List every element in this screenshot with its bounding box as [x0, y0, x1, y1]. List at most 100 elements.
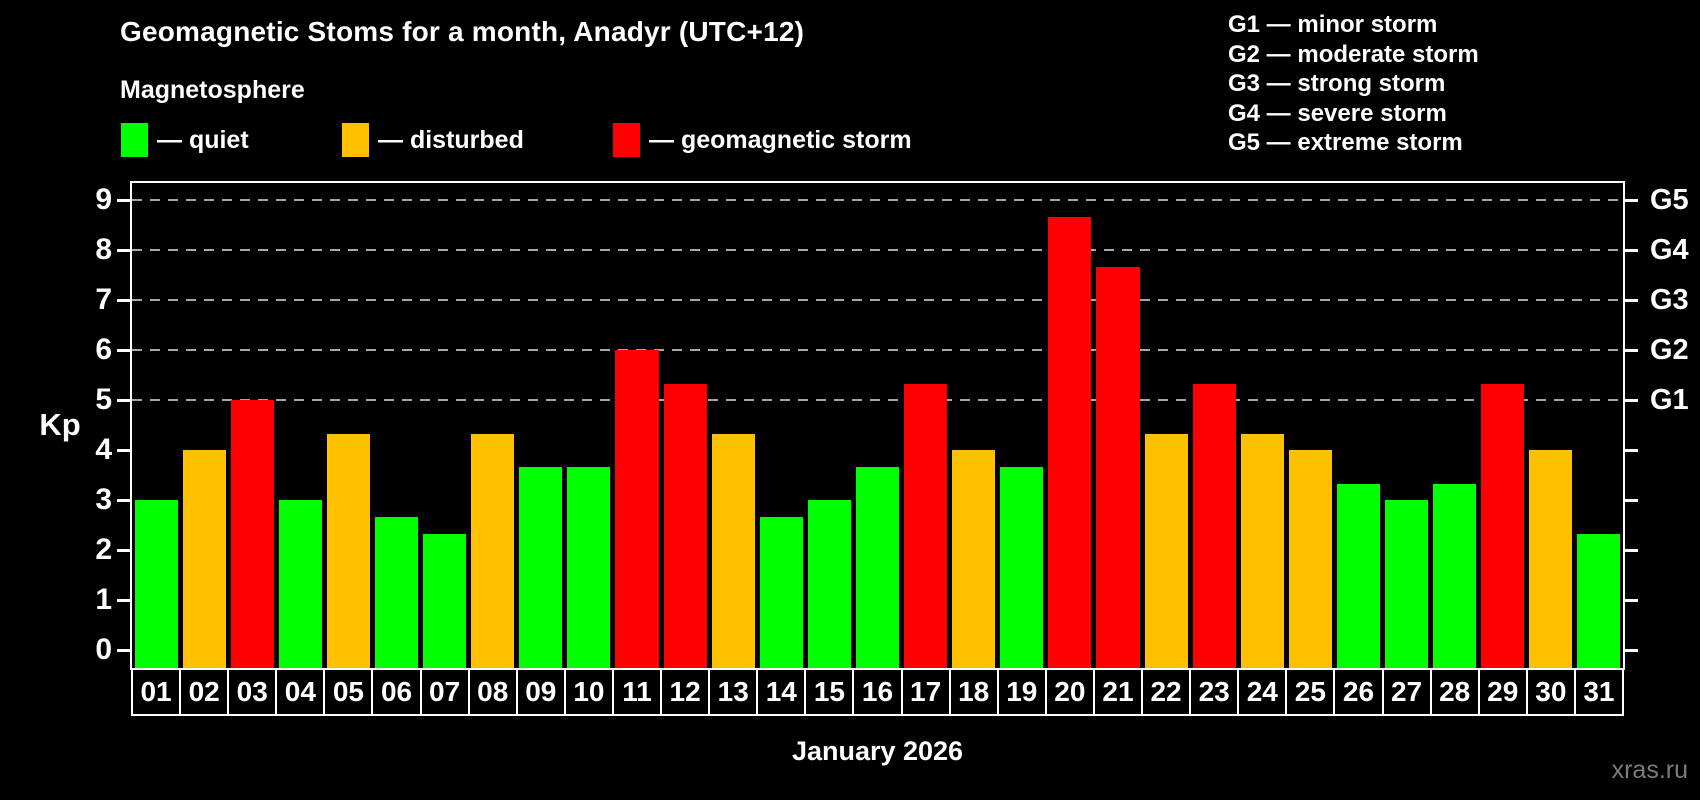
day-label-28: 28	[1429, 668, 1480, 716]
bar-day-17	[904, 383, 948, 668]
y-axis-tick-6	[117, 348, 130, 352]
right-axis-tick-5	[1625, 398, 1638, 402]
right-axis-tick-1	[1625, 598, 1638, 602]
y-axis-tick-label-5: 5	[95, 383, 112, 416]
y-axis-tick-label-6: 6	[95, 333, 112, 366]
day-label-31: 31	[1573, 668, 1624, 716]
day-label-21: 21	[1092, 668, 1144, 716]
day-label-20: 20	[1044, 668, 1095, 716]
legend-swatch-quiet	[121, 123, 148, 157]
day-label-02: 02	[179, 668, 230, 716]
y-axis-tick-label-1: 1	[95, 583, 112, 616]
gridline-kp-9	[132, 199, 1623, 201]
gridline-kp-7	[132, 299, 1623, 301]
bar-day-28	[1433, 483, 1477, 668]
bar-day-30	[1529, 450, 1573, 668]
day-label-26: 26	[1333, 668, 1384, 716]
bar-day-11	[615, 350, 659, 668]
day-label-13: 13	[708, 668, 759, 716]
bar-day-29	[1481, 383, 1525, 668]
bar-day-15	[807, 500, 851, 668]
bar-day-25	[1288, 450, 1332, 668]
bar-day-22	[1144, 433, 1188, 668]
bar-day-12	[663, 383, 707, 668]
right-axis-tick-4	[1625, 448, 1638, 452]
g5-legend-line: G5 — extreme storm	[1228, 129, 1463, 156]
bar-day-21	[1096, 266, 1140, 668]
right-axis-tick-0	[1625, 648, 1638, 652]
y-axis-tick-label-3: 3	[95, 483, 112, 516]
g3-legend-line: G3 — strong storm	[1228, 70, 1446, 97]
bar-day-10	[567, 466, 611, 668]
bar-day-18	[952, 450, 996, 668]
y-axis-tick-label-9: 9	[95, 183, 112, 216]
bar-day-06	[374, 516, 419, 668]
legend-label-storm: — geomagnetic storm	[649, 126, 912, 154]
bar-day-05	[326, 433, 370, 668]
bar-day-09	[519, 466, 563, 668]
y-axis-tick-8	[117, 248, 130, 252]
legend-label-disturbed: — disturbed	[378, 126, 524, 154]
bar-day-01	[134, 500, 178, 668]
right-axis-tick-9	[1625, 198, 1638, 202]
day-label-29: 29	[1477, 668, 1528, 716]
day-label-14: 14	[756, 668, 807, 716]
bar-day-04	[278, 500, 322, 668]
y-axis-tick-label-7: 7	[95, 283, 112, 316]
gridline-kp-6	[132, 349, 1623, 351]
bar-day-02	[182, 450, 226, 668]
day-label-11: 11	[611, 668, 663, 716]
y-axis-tick-label-8: 8	[95, 233, 112, 266]
bar-day-24	[1240, 433, 1284, 668]
legend-swatch-storm	[613, 123, 640, 157]
day-label-07: 07	[419, 668, 470, 716]
y-axis-tick-3	[117, 498, 130, 502]
y-axis-tick-label-2: 2	[95, 533, 112, 566]
day-label-24: 24	[1237, 668, 1288, 716]
y-axis-tick-label-4: 4	[95, 433, 112, 466]
y-axis-title: Kp	[39, 407, 81, 442]
right-axis-tick-7	[1625, 298, 1638, 302]
bar-day-16	[855, 466, 900, 668]
day-label-10: 10	[563, 668, 614, 716]
bar-day-31	[1577, 533, 1621, 668]
day-label-17: 17	[900, 668, 951, 716]
right-axis-tick-8	[1625, 248, 1638, 252]
g-level-label-g4: G4	[1650, 234, 1689, 266]
gridline-kp-5	[132, 399, 1623, 401]
day-label-23: 23	[1189, 668, 1240, 716]
day-label-30: 30	[1525, 668, 1576, 716]
day-label-27: 27	[1381, 668, 1432, 716]
bar-day-14	[759, 516, 803, 668]
day-label-19: 19	[996, 668, 1047, 716]
bar-day-23	[1192, 383, 1236, 668]
bar-day-07	[423, 533, 467, 668]
x-axis-title: January 2026	[791, 736, 964, 766]
day-label-06: 06	[371, 668, 422, 716]
chart-subtitle: Magnetosphere	[120, 76, 305, 104]
day-label-08: 08	[467, 668, 518, 716]
y-axis-tick-1	[117, 598, 130, 602]
bar-day-03	[230, 400, 274, 668]
chart-title: Geomagnetic Stoms for a month, Anadyr (U…	[120, 16, 805, 47]
watermark: xras.ru	[1611, 756, 1688, 784]
right-axis-tick-3	[1625, 498, 1638, 502]
g4-legend-line: G4 — severe storm	[1228, 99, 1447, 127]
day-label-25: 25	[1285, 668, 1336, 716]
day-label-12: 12	[660, 668, 711, 716]
bar-day-08	[471, 433, 515, 668]
g1-legend-line: G1 — minor storm	[1228, 11, 1438, 38]
y-axis-tick-7	[117, 298, 130, 302]
y-axis-tick-4	[117, 448, 130, 452]
gridline-kp-8	[132, 249, 1623, 251]
day-label-05: 05	[323, 668, 374, 716]
day-label-22: 22	[1141, 668, 1192, 716]
right-axis-tick-2	[1625, 548, 1638, 552]
g-level-label-g3: G3	[1650, 284, 1689, 316]
y-axis-tick-9	[117, 198, 130, 202]
g-scale-legend: G1 — minor storm G2 — moderate storm G3 …	[1228, 10, 1479, 158]
bar-day-13	[711, 433, 755, 668]
day-label-03: 03	[227, 668, 278, 716]
bar-day-19	[1000, 466, 1044, 668]
bar-day-27	[1385, 500, 1429, 668]
